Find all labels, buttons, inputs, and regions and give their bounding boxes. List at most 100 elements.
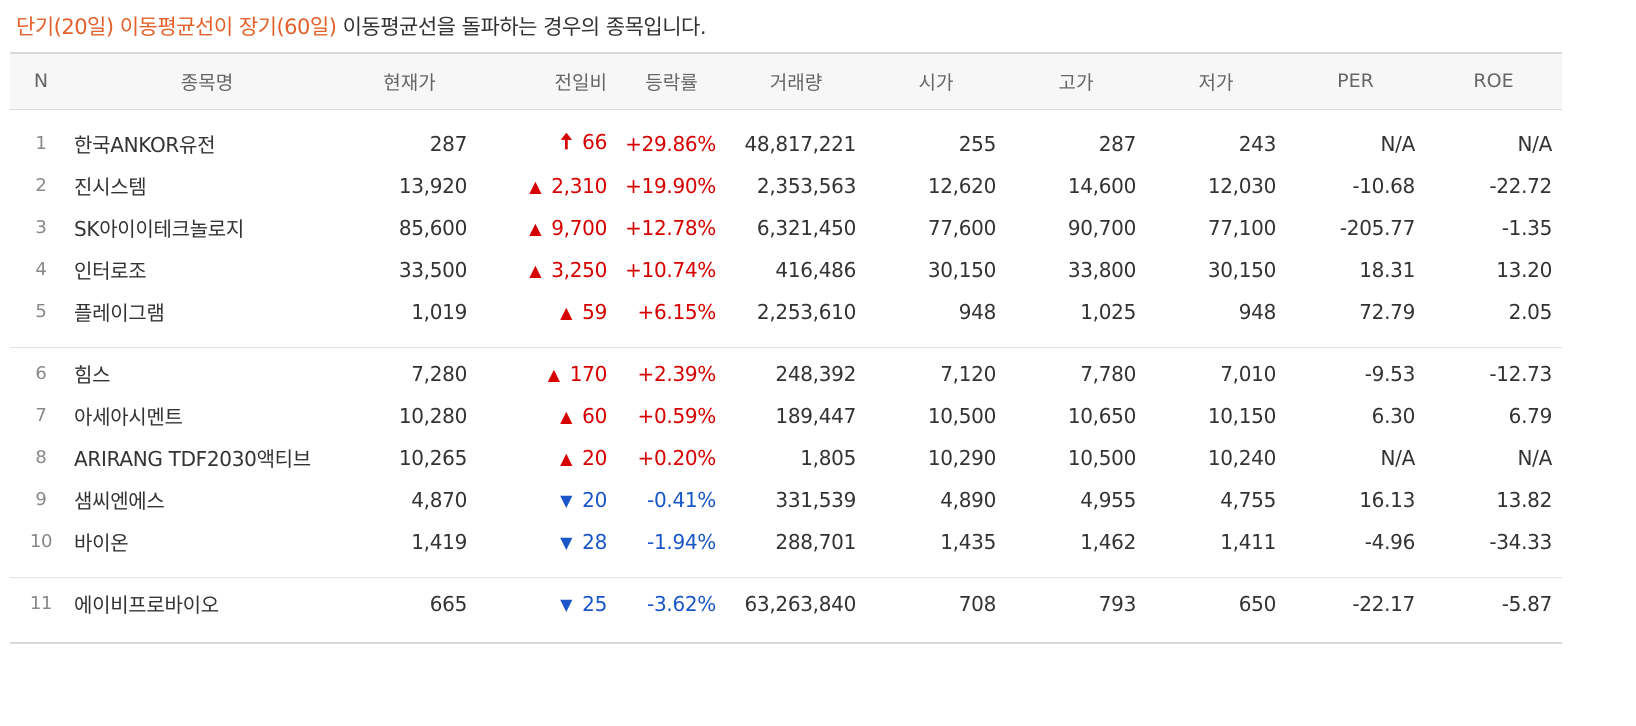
down-arrow-icon: ▼ <box>560 532 573 552</box>
stock-name-link[interactable]: 샘씨엔에스 <box>74 489 165 513</box>
price-change: ▼ 20 <box>477 479 617 521</box>
roe: -34.33 <box>1489 529 1552 554</box>
col-header-name[interactable]: 종목명 <box>72 52 342 110</box>
price-change: ▲ 60 <box>477 395 617 437</box>
low-price: 30,150 <box>1207 257 1276 282</box>
up-arrow-icon: ▲ <box>560 448 573 468</box>
roe: 2.05 <box>1508 299 1553 324</box>
stock-name-link[interactable]: SK아이이테크놀로지 <box>74 217 245 241</box>
current-price: 13,920 <box>398 173 467 198</box>
change-rate: -1.94% <box>647 529 716 554</box>
per: 18.31 <box>1359 257 1415 282</box>
high-price: 7,780 <box>1080 361 1136 386</box>
up-arrow-icon: ▲ <box>529 260 542 280</box>
row-number: 7 <box>35 405 47 426</box>
table-row: 4 인터로조 33,500 ▲ 3,250 +10.74% 416,486 30,150 33,… <box>10 249 1562 291</box>
description-highlight: 단기(20일) 이동평균선이 장기(60일) <box>16 15 337 39</box>
row-number: 1 <box>35 133 47 154</box>
price-change-value: 28 <box>582 529 607 554</box>
low-price: 4,755 <box>1220 487 1276 512</box>
change-rate: -0.41% <box>647 487 716 512</box>
open-price: 708 <box>958 591 997 616</box>
stock-name-link[interactable]: 플레이그램 <box>74 301 165 325</box>
volume: 189,447 <box>775 403 856 428</box>
per: 16.13 <box>1359 487 1415 512</box>
row-number: 8 <box>35 447 47 468</box>
down-arrow-icon: ▼ <box>560 490 573 510</box>
col-header-open[interactable]: 시가 <box>866 52 1006 110</box>
col-header-roe[interactable]: ROE <box>1425 52 1562 110</box>
roe: N/A <box>1517 131 1553 156</box>
open-price: 7,120 <box>940 361 996 386</box>
up-arrow-icon: ▲ <box>529 218 542 238</box>
col-header-n[interactable]: N <box>10 52 72 110</box>
price-change-value: 20 <box>582 487 607 512</box>
col-header-volume[interactable]: 거래량 <box>726 52 866 110</box>
limit-up-arrow-icon: 🠅 <box>560 129 573 155</box>
roe: 13.82 <box>1496 487 1552 512</box>
description-text: 이동평균선을 돌파하는 경우의 종목입니다. <box>336 15 707 39</box>
current-price: 665 <box>429 591 468 616</box>
row-number: 4 <box>35 259 47 280</box>
col-header-price[interactable]: 현재가 <box>342 52 477 110</box>
roe: -1.35 <box>1501 215 1553 240</box>
change-rate: +0.20% <box>637 445 717 470</box>
per: N/A <box>1380 445 1416 470</box>
per: -22.17 <box>1352 591 1415 616</box>
roe: N/A <box>1517 445 1553 470</box>
col-header-change[interactable]: 전일비 <box>477 52 617 110</box>
roe: 13.20 <box>1496 257 1552 282</box>
row-number: 9 <box>35 489 47 510</box>
col-header-rate[interactable]: 등락률 <box>617 52 726 110</box>
row-number: 2 <box>35 175 47 196</box>
stock-name-link[interactable]: 힘스 <box>74 363 111 387</box>
stock-name-link[interactable]: 아세아시멘트 <box>74 405 183 429</box>
per: -10.68 <box>1352 173 1415 198</box>
roe: -5.87 <box>1501 591 1553 616</box>
table-row: 6 힘스 7,280 ▲ 170 +2.39% 248,392 7,120 7,780 7,010… <box>10 353 1562 395</box>
stock-name-link[interactable]: 인터로조 <box>74 259 147 283</box>
high-price: 287 <box>1098 131 1137 156</box>
open-price: 10,290 <box>927 445 996 470</box>
table-header: N 종목명 현재가 전일비 등락률 거래량 시가 고가 저가 PER ROE <box>10 52 1562 110</box>
open-price: 4,890 <box>940 487 996 512</box>
high-price: 1,462 <box>1080 529 1136 554</box>
group-divider <box>10 563 1562 583</box>
description: 단기(20일) 이동평균선이 장기(60일) 이동평균선을 돌파하는 경우의 종… <box>16 12 707 42</box>
per: -4.96 <box>1364 529 1416 554</box>
low-price: 12,030 <box>1207 173 1276 198</box>
divider-line <box>10 347 1562 348</box>
row-number: 10 <box>29 531 53 552</box>
table-row: 11 에이비프로바이오 665 ▼ 25 -3.62% 63,263,840 708 793 65… <box>10 583 1562 625</box>
stock-name-link[interactable]: ARIRANG TDF2030액티브 <box>74 447 311 471</box>
per: -205.77 <box>1339 215 1415 240</box>
change-rate: +29.86% <box>625 131 716 156</box>
stock-name-link[interactable]: 진시스템 <box>74 175 147 199</box>
col-header-high[interactable]: 고가 <box>1006 52 1146 110</box>
col-header-per[interactable]: PER <box>1286 52 1425 110</box>
open-price: 1,435 <box>940 529 996 554</box>
change-rate: +10.74% <box>625 257 716 282</box>
open-price: 255 <box>958 131 997 156</box>
table-row: 7 아세아시멘트 10,280 ▲ 60 +0.59% 189,447 10,500 10,65… <box>10 395 1562 437</box>
stock-name-link[interactable]: 한국ANKOR유전 <box>74 133 216 157</box>
change-rate: +2.39% <box>637 361 717 386</box>
col-header-low[interactable]: 저가 <box>1146 52 1286 110</box>
volume: 48,817,221 <box>744 131 856 156</box>
open-price: 948 <box>958 299 997 324</box>
stock-name-link[interactable]: 에이비프로바이오 <box>74 593 219 617</box>
low-price: 948 <box>1238 299 1277 324</box>
price-change-value: 25 <box>582 591 607 616</box>
current-price: 287 <box>429 131 468 156</box>
low-price: 1,411 <box>1220 529 1276 554</box>
stock-name-link[interactable]: 바이온 <box>74 531 129 555</box>
volume: 2,353,563 <box>756 173 856 198</box>
volume: 2,253,610 <box>756 299 856 324</box>
volume: 1,805 <box>800 445 856 470</box>
current-price: 10,265 <box>398 445 467 470</box>
table-row: 5 플레이그램 1,019 ▲ 59 +6.15% 2,253,610 948 1,025 948… <box>10 291 1562 333</box>
low-price: 243 <box>1238 131 1277 156</box>
open-price: 10,500 <box>927 403 996 428</box>
price-change-value: 59 <box>582 299 607 324</box>
